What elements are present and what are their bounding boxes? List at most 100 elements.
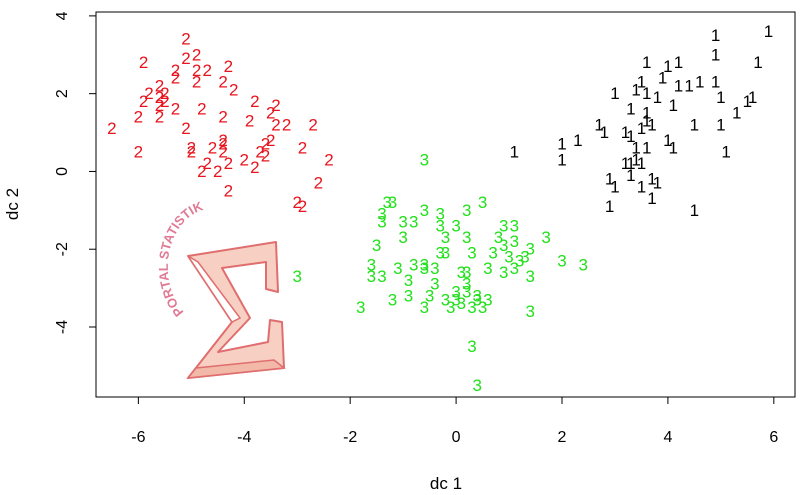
data-point-class-2: 2: [139, 92, 148, 111]
data-point-class-3: 3: [420, 201, 429, 220]
y-axis-title: dc 2: [3, 188, 22, 220]
data-point-class-1: 1: [557, 150, 566, 169]
data-point-class-1: 1: [743, 92, 752, 111]
data-point-class-3: 3: [467, 298, 476, 317]
data-point-class-3: 3: [510, 259, 519, 278]
data-point-class-1: 1: [621, 154, 630, 173]
data-point-class-1: 1: [690, 115, 699, 134]
data-point-class-2: 2: [250, 158, 259, 177]
data-point-class-2: 2: [271, 96, 280, 115]
data-point-class-2: 2: [160, 92, 169, 111]
data-point-class-3: 3: [409, 255, 418, 274]
data-point-class-3: 3: [420, 150, 429, 169]
data-point-class-2: 2: [298, 139, 307, 158]
data-point-class-1: 1: [716, 115, 725, 134]
data-point-class-1: 1: [600, 123, 609, 142]
data-point-class-3: 3: [409, 213, 418, 232]
data-point-class-2: 2: [229, 80, 238, 99]
data-point-class-1: 1: [690, 201, 699, 220]
data-point-class-3: 3: [398, 228, 407, 247]
data-point-class-2: 2: [266, 104, 275, 123]
data-point-class-2: 2: [197, 162, 206, 181]
data-point-class-3: 3: [420, 259, 429, 278]
data-point-class-2: 2: [261, 135, 270, 154]
data-point-class-3: 3: [473, 376, 482, 395]
data-point-class-3: 3: [393, 259, 402, 278]
data-point-class-2: 2: [192, 61, 201, 80]
data-point-class-2: 2: [181, 30, 190, 49]
data-point-class-2: 2: [192, 73, 201, 92]
data-point-class-1: 1: [642, 53, 651, 72]
data-point-class-1: 1: [663, 57, 672, 76]
data-point-class-1: 1: [674, 53, 683, 72]
data-point-class-3: 3: [462, 201, 471, 220]
data-point-class-2: 2: [192, 45, 201, 64]
data-point-class-3: 3: [467, 337, 476, 356]
data-point-class-2: 2: [155, 108, 164, 127]
data-point-class-2: 2: [208, 139, 217, 158]
data-point-class-3: 3: [292, 267, 301, 286]
data-point-class-1: 1: [594, 115, 603, 134]
data-point-class-2: 2: [181, 119, 190, 138]
data-point-class-2: 2: [155, 88, 164, 107]
data-point-class-3: 3: [377, 267, 386, 286]
data-point-class-3: 3: [557, 251, 566, 270]
x-tick-label: 0: [452, 429, 461, 446]
y-tick-label: -2: [54, 242, 71, 256]
data-point-class-3: 3: [398, 213, 407, 232]
data-point-class-3: 3: [488, 244, 497, 263]
data-point-class-2: 2: [202, 61, 211, 80]
data-point-class-3: 3: [504, 248, 513, 267]
data-point-class-2: 2: [240, 150, 249, 169]
data-point-class-2: 2: [282, 115, 291, 134]
data-point-class-3: 3: [383, 193, 392, 212]
data-point-class-2: 2: [134, 108, 143, 127]
sigma-base-shape: [186, 359, 286, 379]
portal-statistik-logo: PORTAL STATISTIK: [156, 198, 286, 379]
data-point-class-2: 2: [107, 119, 116, 138]
data-point-class-1: 1: [642, 139, 651, 158]
data-point-class-3: 3: [388, 193, 397, 212]
data-point-class-1: 1: [716, 88, 725, 107]
data-point-class-2: 2: [218, 108, 227, 127]
sigma-icon: [187, 241, 285, 379]
x-tick-label: 2: [558, 429, 567, 446]
data-point-class-3: 3: [441, 290, 450, 309]
data-point-class-3: 3: [420, 298, 429, 317]
data-point-class-3: 3: [462, 275, 471, 294]
data-point-class-2: 2: [314, 174, 323, 193]
data-point-class-3: 3: [388, 290, 397, 309]
x-axis: -6 -4 -2 0 2 4 6: [131, 396, 778, 446]
data-point-class-1: 1: [663, 131, 672, 150]
y-axis: -4 -2 0 2 4: [54, 11, 97, 334]
data-point-class-2: 2: [171, 61, 180, 80]
data-point-class-1: 1: [637, 154, 646, 173]
x-tick-label: 4: [663, 429, 672, 446]
data-point-class-3: 3: [367, 255, 376, 274]
data-point-class-1: 1: [674, 76, 683, 95]
data-point-class-3: 3: [404, 271, 413, 290]
data-point-class-1: 1: [711, 45, 720, 64]
data-point-class-3: 3: [520, 248, 529, 267]
data-point-class-2: 2: [250, 92, 259, 111]
data-point-class-1: 1: [637, 178, 646, 197]
data-point-class-2: 2: [324, 150, 333, 169]
data-point-class-3: 3: [525, 267, 534, 286]
data-point-class-3: 3: [462, 228, 471, 247]
y-tick-label: 0: [54, 167, 71, 176]
data-point-class-3: 3: [478, 298, 487, 317]
data-point-class-3: 3: [435, 205, 444, 224]
data-point-class-1: 1: [668, 139, 677, 158]
data-point-class-1: 1: [510, 143, 519, 162]
data-point-class-2: 2: [218, 135, 227, 154]
data-point-class-3: 3: [499, 216, 508, 235]
data-point-class-3: 3: [356, 298, 365, 317]
data-point-class-1: 1: [658, 69, 667, 88]
x-tick-label: 6: [769, 429, 778, 446]
data-point-class-3: 3: [515, 251, 524, 270]
data-point-class-3: 3: [462, 263, 471, 282]
data-point-class-2: 2: [139, 53, 148, 72]
data-point-class-1: 1: [711, 73, 720, 92]
data-point-class-1: 1: [653, 174, 662, 193]
data-point-class-1: 1: [631, 139, 640, 158]
